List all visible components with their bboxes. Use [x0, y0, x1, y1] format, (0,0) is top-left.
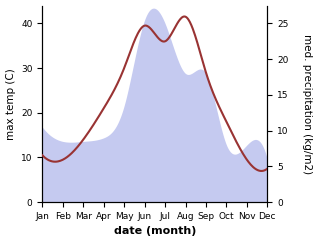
- Y-axis label: max temp (C): max temp (C): [5, 68, 16, 140]
- Y-axis label: med. precipitation (kg/m2): med. precipitation (kg/m2): [302, 34, 313, 174]
- X-axis label: date (month): date (month): [114, 227, 196, 236]
